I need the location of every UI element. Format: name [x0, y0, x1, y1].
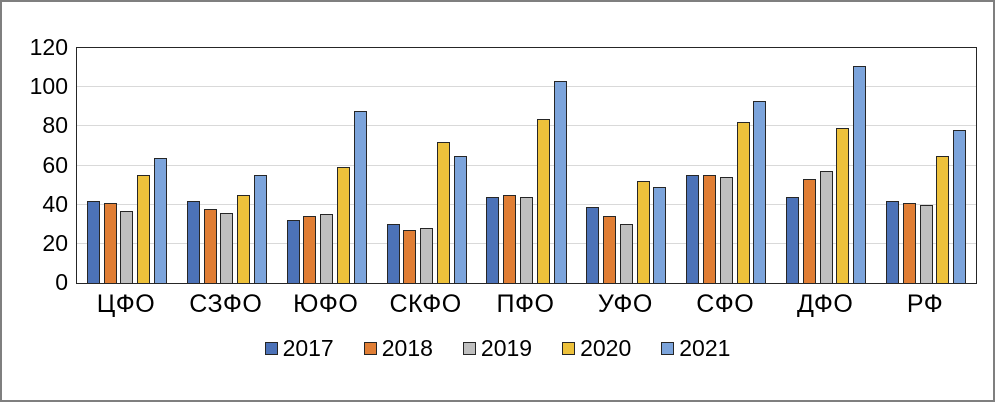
- bar-2021-ЦФО: [154, 157, 168, 283]
- x-category-label-ПФО: ПФО: [496, 290, 555, 318]
- legend-item-2017: 2017: [264, 335, 334, 362]
- bar-2018-ПФО: [503, 194, 517, 283]
- bar-2019-СФО: [719, 177, 733, 283]
- bar-2018-ЮФО: [303, 216, 317, 283]
- y-tick-label-60: 60: [42, 151, 68, 178]
- bar-2018-ДФО: [802, 179, 816, 283]
- bar-2020-СКФО: [436, 142, 450, 283]
- legend-swatch-icon: [462, 342, 476, 355]
- legend-label: 2018: [381, 335, 433, 361]
- x-category-label-ЮФО: ЮФО: [293, 290, 359, 318]
- bar-2017-ДФО: [786, 196, 800, 283]
- bar-2020-ЦФО: [137, 175, 151, 283]
- gridline-80: [77, 125, 976, 127]
- gridline-100: [77, 86, 976, 88]
- bar-2021-ДФО: [853, 65, 867, 283]
- gridline-60: [77, 164, 976, 166]
- bar-2018-СФО: [702, 175, 716, 283]
- bar-2017-СКФО: [386, 224, 400, 283]
- bar-2018-СКФО: [403, 230, 417, 283]
- bar-2021-СКФО: [453, 155, 467, 283]
- x-category-label-СКФО: СКФО: [389, 290, 462, 318]
- x-category-label-ДФО: ДФО: [796, 290, 854, 318]
- x-category-label-ЦФО: ЦФО: [96, 290, 156, 318]
- bar-2020-ЮФО: [337, 167, 351, 283]
- bar-2021-ЮФО: [353, 110, 367, 283]
- legend-swatch-icon: [363, 342, 377, 355]
- bar-2019-РФ: [919, 204, 933, 283]
- y-tick-label-80: 80: [42, 112, 68, 139]
- bar-2021-ПФО: [553, 81, 567, 283]
- y-tick-label-120: 120: [29, 34, 68, 60]
- legend-label: 2021: [679, 335, 731, 361]
- bar-2021-РФ: [953, 130, 967, 283]
- x-category-label-СЗФО: СЗФО: [189, 290, 263, 318]
- bar-2017-СФО: [686, 175, 700, 283]
- legend-item-2018: 2018: [363, 335, 433, 362]
- legend-label: 2017: [282, 335, 334, 361]
- bar-2019-ЮФО: [320, 214, 334, 283]
- bar-2020-СФО: [736, 122, 750, 283]
- bar-2017-УФО: [586, 206, 600, 283]
- bar-2019-СКФО: [420, 228, 434, 283]
- bar-2017-СЗФО: [186, 200, 200, 283]
- x-category-label-РФ: РФ: [906, 290, 944, 318]
- legend-item-2021: 2021: [661, 335, 730, 362]
- legend-item-2020: 2020: [562, 335, 631, 362]
- bar-2018-СЗФО: [203, 208, 217, 283]
- legend-label: 2019: [480, 335, 533, 361]
- x-category-label-СФО: СФО: [696, 290, 755, 318]
- bar-2019-СЗФО: [220, 212, 234, 283]
- legend: 2017 2018 2019 2020 2021: [2, 335, 993, 362]
- legend-label: 2020: [580, 335, 632, 361]
- bar-2020-УФО: [636, 181, 650, 283]
- bar-2019-ПФО: [520, 196, 533, 283]
- legend-item-2019: 2019: [462, 335, 533, 362]
- legend-swatch-icon: [661, 342, 675, 355]
- bar-2017-РФ: [885, 200, 899, 283]
- bar-2018-УФО: [603, 216, 617, 283]
- y-tick-label-100: 100: [29, 73, 68, 100]
- bar-2018-РФ: [902, 202, 916, 283]
- bar-2020-РФ: [936, 155, 950, 283]
- plot-area: [76, 47, 977, 284]
- x-category-label-УФО: УФО: [597, 290, 653, 318]
- legend-swatch-icon: [562, 342, 576, 355]
- bar-2019-ЦФО: [120, 210, 134, 283]
- bar-2021-УФО: [653, 187, 667, 283]
- bar-2019-УФО: [619, 224, 633, 283]
- bar-2018-ЦФО: [103, 202, 117, 283]
- bar-2021-СФО: [753, 100, 767, 283]
- bar-2020-ПФО: [536, 118, 550, 283]
- bar-2020-ДФО: [836, 128, 850, 283]
- y-tick-label-0: 0: [55, 269, 68, 295]
- bar-2017-ПФО: [486, 196, 500, 283]
- bar-2021-СЗФО: [253, 175, 267, 283]
- y-tick-label-40: 40: [42, 190, 68, 217]
- legend-swatch-icon: [264, 342, 278, 355]
- bar-2017-ЦФО: [86, 200, 100, 283]
- y-tick-label-20: 20: [42, 229, 68, 256]
- bar-2020-СЗФО: [237, 194, 251, 283]
- bar-2017-ЮФО: [286, 220, 300, 283]
- bar-2019-ДФО: [819, 171, 833, 283]
